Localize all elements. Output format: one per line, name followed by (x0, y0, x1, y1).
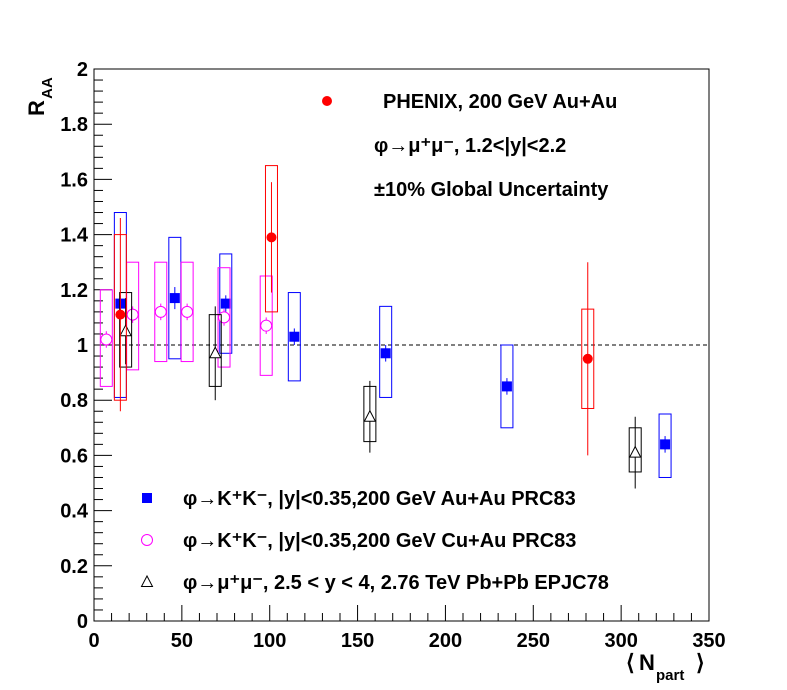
open-circle-marker (141, 534, 153, 546)
y-axis-title-sub: AA (39, 77, 56, 99)
y-tick-label: 0.6 (60, 445, 88, 467)
open-triangle-marker (208, 346, 222, 359)
filled-circle-marker (266, 232, 277, 243)
x-tick-label: 250 (517, 630, 550, 652)
filled-square-marker (220, 298, 231, 309)
open-circle-marker (154, 305, 167, 318)
y-tick-label: 1.2 (60, 280, 88, 302)
data-series (113, 165, 595, 456)
open-triangle-marker (119, 324, 132, 337)
systematic-error-box (287, 292, 301, 382)
open-circle-marker (218, 311, 231, 324)
open-triangle-marker (628, 445, 642, 458)
x-tick-label: 350 (692, 630, 725, 652)
systematic-error-box (500, 344, 514, 429)
x-tick-label: 50 (171, 630, 193, 652)
y-tick-label: 1.6 (60, 169, 88, 191)
y-tick-label: 0.2 (60, 556, 88, 578)
x-axis-title: ⟨ N part ⟩ (626, 650, 705, 684)
annotation-line1: PHENIX, 200 GeV Au+Au (383, 91, 617, 113)
data-series (99, 261, 273, 387)
systematic-error-box (658, 413, 672, 478)
filled-square-marker (169, 293, 180, 304)
data-marks (99, 165, 672, 489)
filled-square-marker (142, 493, 152, 503)
open-circle-marker (100, 333, 113, 346)
filled-circle-marker (115, 309, 126, 320)
data-series (119, 292, 642, 489)
y-axis-title: R AA (24, 77, 56, 116)
legend-entry-label: φ→K⁺K⁻, |y|<0.35,200 GeV Cu+Au PRC83 (183, 530, 576, 552)
filled-square-marker (660, 439, 671, 450)
legend-entry-label: φ→K⁺K⁻, |y|<0.35,200 GeV Au+Au PRC83 (183, 488, 576, 510)
y-axis-title-main: R (24, 100, 49, 116)
open-triangle-marker (363, 409, 377, 422)
x-tick-label: 200 (429, 630, 462, 652)
open-triangle-marker (140, 574, 154, 587)
phenix-annotation-marker (322, 96, 332, 106)
y-tick-label: 1 (77, 335, 88, 357)
legend-entry-label: φ→μ⁺μ⁻, 2.5 < y < 4, 2.76 TeV Pb+Pb EPJC… (183, 572, 609, 594)
x-axis-title-open-bracket: ⟨ (626, 650, 635, 675)
y-tick-label: 1.4 (60, 225, 89, 247)
systematic-error-box (219, 253, 233, 354)
x-tick-label: 100 (253, 630, 286, 652)
systematic-error-box (379, 305, 393, 398)
systematic-error-box (99, 289, 113, 387)
filled-square-marker (289, 331, 300, 342)
filled-circle-marker (582, 353, 593, 364)
annotation-line3: ±10% Global Uncertainty (374, 179, 609, 201)
systematic-error-box (264, 165, 278, 313)
x-axis-title-close-bracket: ⟩ (696, 650, 705, 675)
y-tick-label: 0 (77, 611, 88, 633)
open-circle-marker (126, 308, 139, 321)
open-circle-marker (181, 305, 194, 318)
y-tick-label: 1.8 (60, 114, 88, 136)
annotation-line2: φ→μ⁺μ⁻, 1.2<|y|<2.2 (374, 135, 566, 157)
x-tick-label: 300 (604, 630, 637, 652)
x-axis-title-sub: part (656, 667, 684, 684)
filled-square-marker (501, 381, 512, 392)
y-tick-label: 0.4 (60, 501, 89, 523)
y-tick-label: 0.8 (60, 390, 88, 412)
open-circle-marker (260, 319, 273, 332)
x-axis-title-main: N (639, 650, 655, 675)
filled-square-marker (380, 348, 391, 359)
axes: 0 50 100 150 200 250 300 350 0 0.2 0.4 0.6 0.8 1 1.2 1.… (60, 59, 726, 652)
legend: φ→K⁺K⁻, |y|<0.35,200 GeV Au+Au PRC83 φ→K⁺… (140, 488, 609, 594)
systematic-error-box (119, 292, 133, 368)
x-tick-label: 150 (341, 630, 374, 652)
x-tick-label: 0 (88, 630, 99, 652)
y-tick-label: 2 (77, 59, 88, 81)
